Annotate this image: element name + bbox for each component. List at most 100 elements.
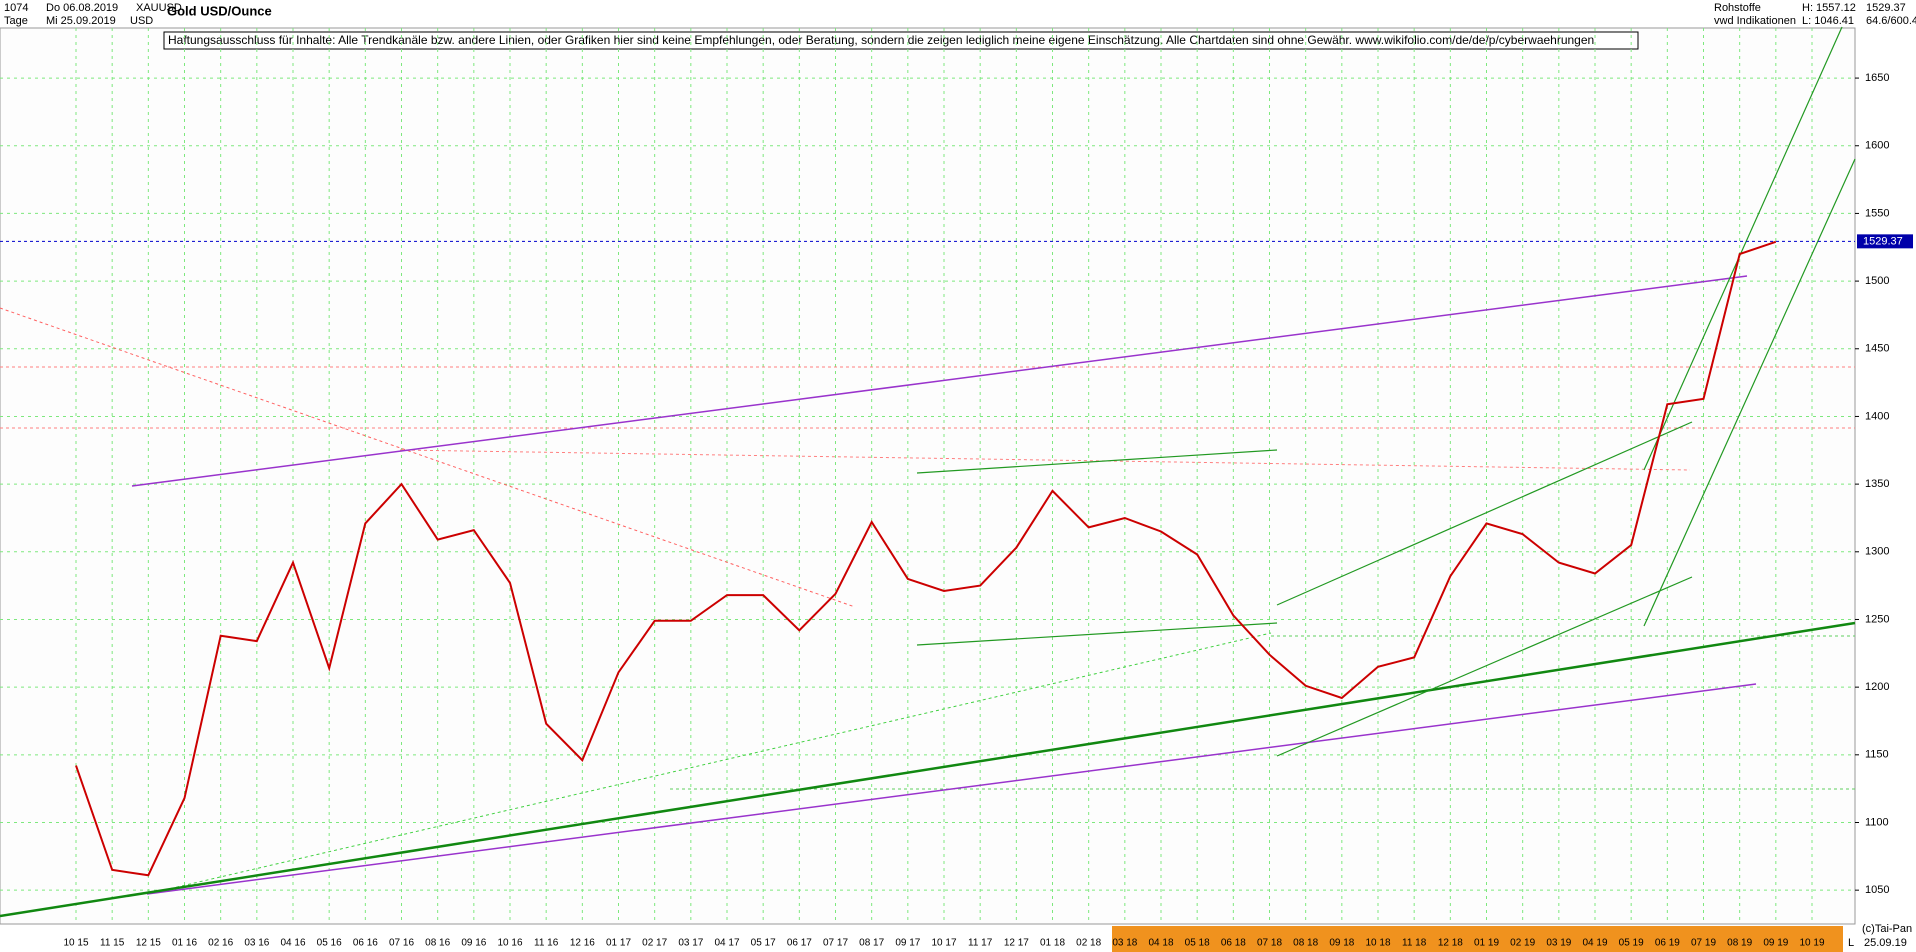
x-tick-label: 12 16 (570, 938, 595, 949)
x-tick-label: 12 15 (136, 938, 161, 949)
x-tick-label: 04 17 (714, 938, 739, 949)
trend-line (916, 622, 1278, 646)
low: L: 1046.41 (1802, 15, 1854, 27)
chart-title: Gold USD/Ounce (167, 3, 272, 18)
last-date: 25.09.19 (1864, 937, 1907, 949)
scale-info: 64.6/600.4 (1866, 15, 1916, 27)
x-tick-label: 02 17 (642, 938, 667, 949)
x-tick-label: 09 16 (461, 938, 486, 949)
trend-line (146, 683, 1757, 895)
y-tick-label: 1450 (1865, 343, 1889, 355)
last-price: 1529.37 (1866, 2, 1906, 14)
trend-line (1276, 576, 1693, 757)
x-tick-label: 04 18 (1148, 938, 1173, 949)
grid (0, 28, 1855, 924)
trend-line (0, 621, 1856, 918)
y-tick-label: 1100 (1865, 816, 1889, 828)
x-tick-label: 09 18 (1329, 938, 1354, 949)
x-tick-label: 07 18 (1257, 938, 1282, 949)
symbol: XAUUSD (136, 2, 182, 14)
x-tick-label: 03 16 (244, 938, 269, 949)
count: 1074 (4, 2, 28, 14)
y-tick-label: 1650 (1865, 72, 1889, 84)
x-tick-label: 05 19 (1619, 938, 1644, 949)
x-tick-label: 12 17 (1004, 938, 1029, 949)
x-tick-label: 01 18 (1040, 938, 1065, 949)
copyright: (c)Tai-Pan (1862, 923, 1912, 935)
x-tick-label: 11 16 (534, 938, 559, 949)
y-tick-label: 1200 (1865, 681, 1889, 693)
last-price-label: 1529.37 (1863, 235, 1903, 247)
x-tick-label: 09 17 (895, 938, 920, 949)
x-tick-label: 06 17 (787, 938, 812, 949)
y-tick-label: 1550 (1865, 207, 1889, 219)
y-tick-label: 1300 (1865, 546, 1889, 558)
x-tick-label: 01 16 (172, 938, 197, 949)
x-tick-label: 02 18 (1076, 938, 1101, 949)
axis-highlight (1112, 926, 1843, 952)
group: Rohstoffe (1714, 2, 1761, 14)
trend-line (1643, 158, 1856, 627)
from-date: Do 06.08.2019 (46, 2, 118, 14)
x-tick-label: 10 17 (931, 938, 956, 949)
period: Tage (4, 15, 28, 27)
y-tick-label: 1150 (1865, 749, 1889, 761)
trend-line (399, 449, 1691, 471)
trend-line (1643, 26, 1843, 471)
last-marker: L (1848, 937, 1854, 949)
trend-line (146, 632, 1272, 895)
x-tick-label: 10 16 (497, 938, 522, 949)
x-tick-label: 12 18 (1438, 938, 1463, 949)
y-tick-label: 1600 (1865, 140, 1889, 152)
x-tick-label: 04 19 (1582, 938, 1607, 949)
x-tick-label: 08 18 (1293, 938, 1318, 949)
x-tick-label: 01 17 (606, 938, 631, 949)
x-tick-label: 02 16 (208, 938, 233, 949)
price-line (75, 240, 1777, 877)
x-tick-label: 03 17 (678, 938, 703, 949)
x-tick-label: 07 19 (1691, 938, 1716, 949)
x-tick-label: 09 19 (1763, 938, 1788, 949)
currency: USD (130, 15, 153, 27)
trend-lines (0, 26, 1856, 918)
header: 1074 Do 06.08.2019 XAUUSD Tage Mi 25.09.… (4, 2, 1916, 949)
x-tick-label: 10 18 (1365, 938, 1390, 949)
plot-area (0, 27, 1856, 925)
x-tick-label: 06 18 (1221, 938, 1246, 949)
trend-line (1276, 421, 1693, 606)
x-tick-label: 03 18 (1112, 938, 1137, 949)
trend-line (0, 307, 856, 608)
x-tick-label: 03 19 (1546, 938, 1571, 949)
x-tick-label: 07 16 (389, 938, 414, 949)
x-tick-label: 08 17 (859, 938, 884, 949)
x-tick-label: 11 17 (968, 938, 993, 949)
high: H: 1557.12 (1802, 2, 1856, 14)
trend-line (131, 275, 1748, 487)
x-tick-label: 10 15 (63, 938, 88, 949)
x-tick-label: 04 16 (280, 938, 305, 949)
x-tick-label: 11 15 (100, 938, 125, 949)
last-price-box (1857, 234, 1913, 249)
x-tick-label: 07 17 (823, 938, 848, 949)
y-tick-label: 1050 (1865, 884, 1889, 896)
disclaimer: Haftungsausschluss für Inhalte: Alle Tre… (168, 33, 1594, 47)
x-tick-label: 01 19 (1474, 938, 1499, 949)
x-tick-label: 08 16 (425, 938, 450, 949)
x-tick-label: 08 19 (1727, 938, 1752, 949)
x-tick-label: 06 19 (1655, 938, 1680, 949)
to-date: Mi 25.09.2019 (46, 15, 116, 27)
x-tick-label: 11 18 (1402, 938, 1427, 949)
x-tick-label: 06 16 (353, 938, 378, 949)
x-tick-label: 05 18 (1185, 938, 1210, 949)
y-tick-label: 1400 (1865, 410, 1889, 422)
x-tick-label: 10 19 (1799, 938, 1824, 949)
trend-line (916, 449, 1278, 474)
x-tick-label: 05 17 (751, 938, 776, 949)
x-tick-label: 02 19 (1510, 938, 1535, 949)
y-tick-label: 1250 (1865, 613, 1889, 625)
source: vwd Indikationen (1714, 15, 1796, 27)
x-tick-label: 05 16 (317, 938, 342, 949)
y-tick-label: 1350 (1865, 478, 1889, 490)
y-tick-label: 1500 (1865, 275, 1889, 287)
